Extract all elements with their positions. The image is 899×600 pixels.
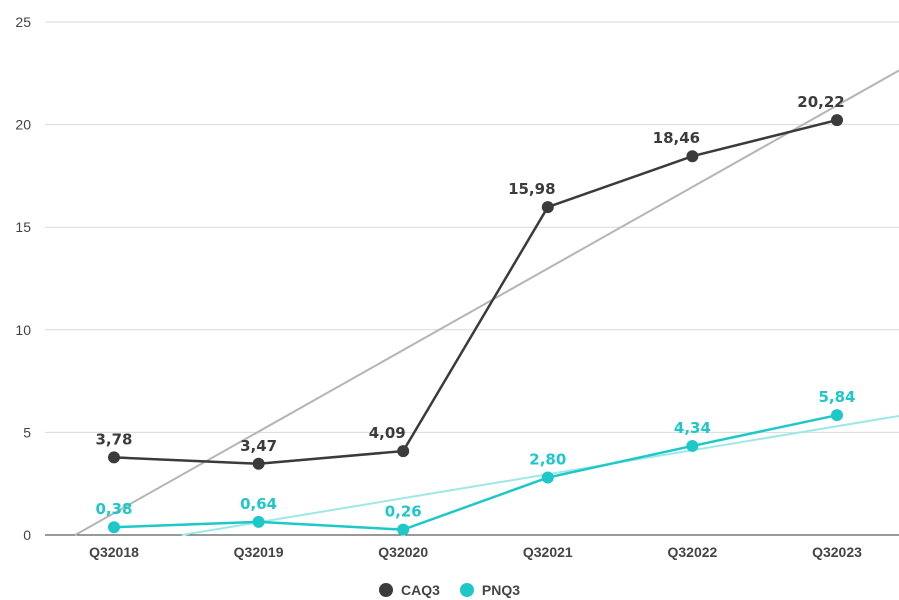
legend-swatch-caq3	[378, 583, 393, 597]
data-label-pnq3: 2,80	[529, 451, 566, 469]
x-axis-category-labels: Q32018 Q32019 Q32020 Q32021 Q32022 Q32023	[89, 544, 862, 560]
trendlines	[74, 69, 899, 536]
data-label-caq3: 20,22	[797, 93, 844, 111]
series-line-caq3	[113, 118, 838, 466]
trendline-caq3	[74, 69, 899, 536]
y-tick-label: 20	[15, 117, 31, 133]
legend-label-caq3: CAQ3	[400, 582, 440, 598]
data-point-pnq3	[252, 515, 265, 528]
data-point-caq3	[252, 457, 265, 470]
data-label-caq3: 15,98	[508, 180, 555, 198]
data-point-caq3	[831, 114, 843, 127]
y-tick-label: 0	[23, 527, 31, 543]
y-axis-tick-labels: 0 5 10 15 20 25	[15, 14, 31, 543]
data-point-caq3	[686, 150, 699, 163]
data-label-pnq3: 0,38	[95, 500, 132, 518]
legend-item-pnq3: PNQ3	[459, 582, 521, 598]
x-category-label: Q32019	[234, 544, 284, 560]
data-point-pnq3	[108, 521, 120, 534]
data-point-pnq3	[541, 471, 554, 484]
data-point-caq3	[541, 201, 554, 214]
data-label-caq3: 4,09	[369, 424, 406, 442]
data-label-pnq3: 0,26	[385, 503, 422, 521]
data-label-caq3: 3,78	[95, 430, 132, 448]
data-point-pnq3	[397, 523, 410, 536]
y-tick-label: 10	[15, 322, 31, 338]
data-point-pnq3	[686, 439, 699, 452]
x-category-label: Q32023	[812, 544, 862, 560]
data-label-caq3: 18,46	[653, 129, 700, 147]
y-tick-label: 15	[15, 219, 31, 235]
x-category-label: Q32018	[89, 544, 139, 560]
legend-swatch-pnq3	[459, 583, 474, 597]
data-label-pnq3: 4,34	[674, 419, 711, 437]
x-category-label: Q32022	[667, 544, 717, 560]
y-tick-label: 5	[23, 424, 31, 440]
data-label-caq3: 3,47	[240, 437, 277, 455]
y-gridlines	[45, 21, 899, 536]
legend-label-pnq3: PNQ3	[481, 582, 521, 598]
line-chart: 0 5 10 15 20 25 Q32018 Q32019 Q32020 Q32021 Q3202…	[15, 14, 899, 560]
legend-item-caq3: CAQ3	[378, 582, 440, 598]
x-category-label: Q32021	[523, 544, 573, 560]
data-point-pnq3	[831, 409, 843, 422]
data-label-pnq3: 0,64	[240, 495, 277, 513]
legend: CAQ3 PNQ3	[0, 581, 899, 599]
series-lines	[113, 118, 838, 531]
trendline-pnq3	[181, 414, 899, 536]
data-point-caq3	[108, 451, 120, 464]
series-line-pnq3	[113, 413, 838, 531]
data-label-pnq3: 5,84	[818, 388, 855, 406]
series-data-labels: 3,78 3,47 4,09 15,98 18,46 20,22 0,38 0,64 0,26 2…	[95, 93, 855, 521]
y-tick-label: 25	[15, 14, 31, 30]
series-points	[108, 114, 843, 536]
data-point-caq3	[397, 445, 410, 458]
x-category-label: Q32020	[378, 544, 428, 560]
